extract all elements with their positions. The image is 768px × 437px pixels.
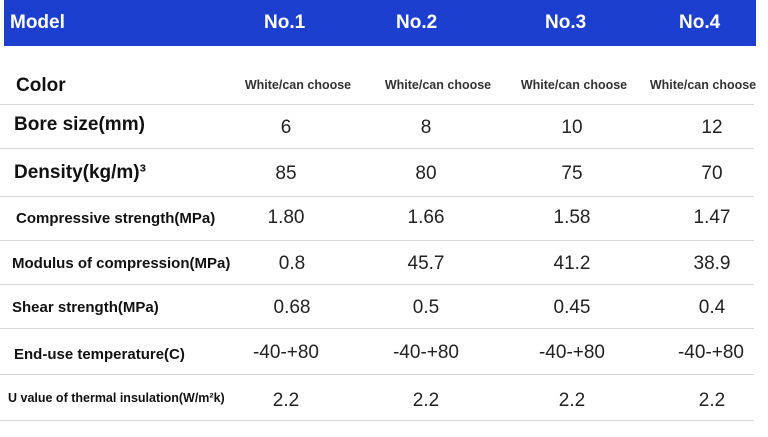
cell-no3: 75 bbox=[561, 163, 583, 184]
cell-no4: 0.4 bbox=[698, 297, 726, 318]
cell-no2: White/can choose bbox=[384, 78, 492, 92]
cell-no4: 2.2 bbox=[698, 390, 726, 411]
cell-no1: White/can choose bbox=[244, 78, 352, 92]
cell-no4: 38.9 bbox=[693, 253, 731, 274]
cell-no4: White/can choose bbox=[649, 78, 757, 92]
header-col-4: No.4 bbox=[679, 12, 721, 33]
row-divider bbox=[0, 328, 754, 329]
cell-no2: 45.7 bbox=[407, 253, 445, 274]
cell-no4: 1.47 bbox=[693, 207, 731, 228]
table-row-modulus-of-compression: Modulus of compression(MPa) 0.8 45.7 41.… bbox=[0, 250, 768, 280]
row-divider bbox=[0, 148, 754, 149]
row-label: Compressive strength(MPa) bbox=[16, 210, 216, 227]
table-header: Model No.1 No.2 No.3 No.4 bbox=[4, 0, 756, 46]
cell-no3: White/can choose bbox=[520, 78, 628, 92]
cell-no3: 10 bbox=[561, 117, 583, 138]
cell-no2: 1.66 bbox=[407, 207, 445, 228]
cell-no3: 0.45 bbox=[553, 297, 591, 318]
table-row-compressive-strength: Compressive strength(MPa) 1.80 1.66 1.58… bbox=[0, 205, 768, 235]
row-label: U value of thermal insulation(W/m²k) bbox=[8, 391, 225, 405]
cell-no4: 70 bbox=[701, 163, 723, 184]
row-label: Density(kg/m)³ bbox=[14, 162, 146, 183]
row-divider bbox=[0, 374, 754, 375]
cell-no3: 41.2 bbox=[553, 253, 591, 274]
row-label: End-use temperature(C) bbox=[14, 346, 185, 363]
table-row-u-value: U value of thermal insulation(W/m²k) 2.2… bbox=[0, 386, 768, 416]
cell-no1: 0.68 bbox=[273, 297, 311, 318]
row-divider bbox=[0, 284, 754, 285]
table-row-density: Density(kg/m)³ 85 80 75 70 bbox=[0, 160, 768, 190]
cell-no3: -40-+80 bbox=[538, 342, 606, 363]
table-row-bore-size: Bore size(mm) 6 8 10 12 bbox=[0, 112, 768, 142]
row-divider bbox=[0, 104, 754, 105]
cell-no4: -40-+80 bbox=[677, 342, 745, 363]
cell-no2: 2.2 bbox=[412, 390, 440, 411]
cell-no2: -40-+80 bbox=[392, 342, 460, 363]
row-divider bbox=[0, 420, 754, 421]
header-col-2: No.2 bbox=[396, 12, 438, 33]
row-label: Shear strength(MPa) bbox=[12, 299, 159, 316]
table-row-shear-strength: Shear strength(MPa) 0.68 0.5 0.45 0.4 bbox=[0, 294, 768, 324]
row-label: Color bbox=[16, 75, 66, 96]
cell-no2: 0.5 bbox=[412, 297, 440, 318]
cell-no1: -40-+80 bbox=[252, 342, 320, 363]
header-col-3: No.3 bbox=[545, 12, 587, 33]
row-label: Bore size(mm) bbox=[14, 114, 145, 135]
cell-no2: 8 bbox=[420, 117, 432, 138]
cell-no1: 85 bbox=[275, 163, 297, 184]
row-divider bbox=[0, 196, 754, 197]
cell-no1: 1.80 bbox=[267, 207, 305, 228]
row-label: Modulus of compression(MPa) bbox=[12, 255, 231, 272]
cell-no4: 12 bbox=[701, 117, 723, 138]
cell-no3: 1.58 bbox=[553, 207, 591, 228]
cell-no1: 6 bbox=[280, 117, 292, 138]
cell-no1: 2.2 bbox=[272, 390, 300, 411]
cell-no2: 80 bbox=[415, 163, 437, 184]
table-row-end-use-temperature: End-use temperature(C) -40-+80 -40-+80 -… bbox=[0, 340, 768, 370]
table-row-color: Color White/can choose White/can choose … bbox=[0, 72, 768, 102]
cell-no3: 2.2 bbox=[558, 390, 586, 411]
row-divider bbox=[0, 240, 754, 241]
cell-no1: 0.8 bbox=[278, 253, 306, 274]
header-model-label: Model bbox=[10, 12, 65, 33]
header-col-1: No.1 bbox=[264, 12, 306, 33]
